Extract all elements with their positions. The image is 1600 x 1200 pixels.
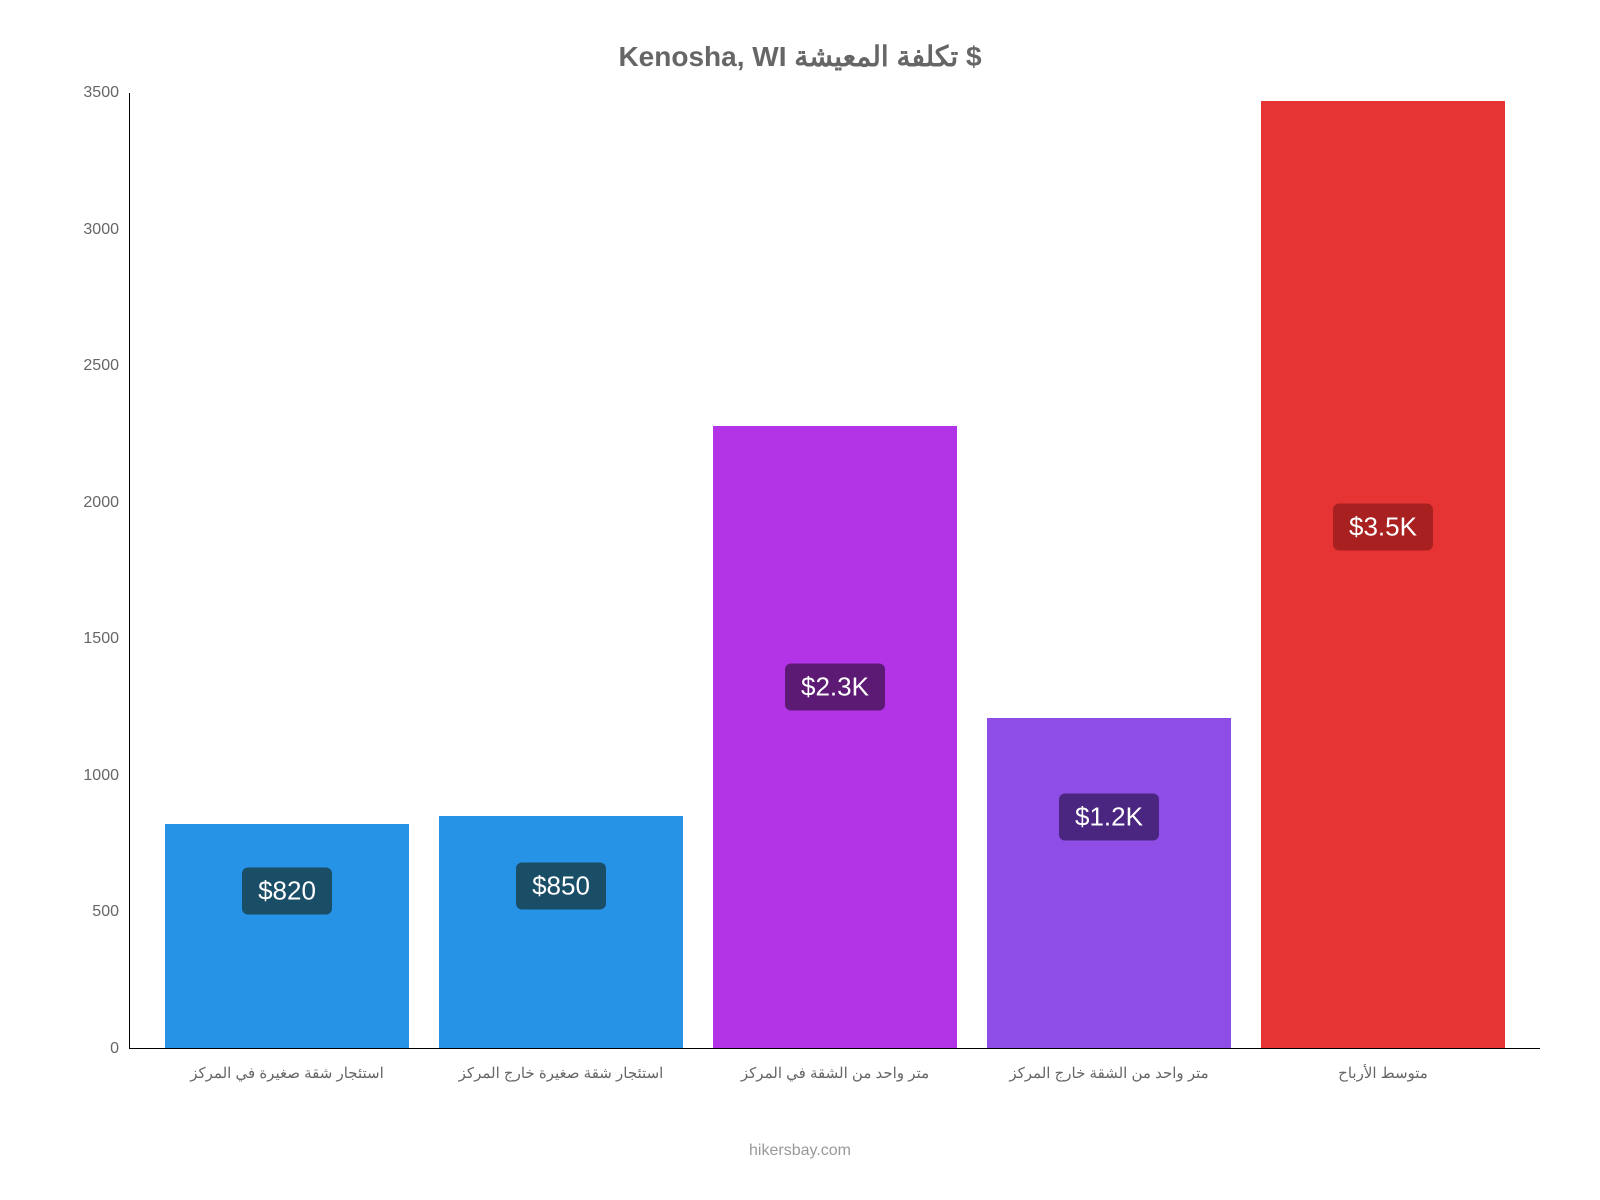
bar-wrapper: $2.3K xyxy=(698,93,972,1048)
y-tick-label: 1500 xyxy=(83,630,119,648)
y-tick-label: 1000 xyxy=(83,767,119,785)
bar: $850 xyxy=(439,816,683,1048)
chart-title: Kenosha, WI تكلفة المعيشة $ xyxy=(60,40,1540,73)
bar: $2.3K xyxy=(713,426,957,1048)
x-axis-label: استئجار شقة صغيرة في المركز xyxy=(150,1064,424,1082)
bars-container: $820 $850 $2.3K $1.2K $3.5K xyxy=(130,93,1540,1048)
y-tick-label: 2500 xyxy=(83,357,119,375)
bar-wrapper: $3.5K xyxy=(1246,93,1520,1048)
bar-wrapper: $1.2K xyxy=(972,93,1246,1048)
bar-value-label: $1.2K xyxy=(1059,793,1159,840)
y-axis: 0500100015002000250030003500 xyxy=(60,93,130,1049)
y-tick-label: 500 xyxy=(92,903,119,921)
bar-wrapper: $820 xyxy=(150,93,424,1048)
bar: $3.5K xyxy=(1261,101,1505,1048)
footer-text: hikersbay.com xyxy=(60,1142,1540,1160)
y-tick-label: 0 xyxy=(110,1040,119,1058)
bar: $1.2K xyxy=(987,718,1231,1048)
x-axis-label: متوسط الأرباح xyxy=(1246,1064,1520,1082)
y-tick-label: 2000 xyxy=(83,494,119,512)
x-axis-label: استئجار شقة صغيرة خارج المركز xyxy=(424,1064,698,1082)
x-axis: استئجار شقة صغيرة في المركزاستئجار شقة ص… xyxy=(60,1049,1540,1082)
bar: $820 xyxy=(165,824,409,1048)
chart-container: Kenosha, WI تكلفة المعيشة $ 0 500 1000 1500… xyxy=(60,40,1540,1160)
bar-value-label: $820 xyxy=(242,868,332,915)
bar-value-label: $2.3K xyxy=(785,664,885,711)
y-tick-label: 3000 xyxy=(83,221,119,239)
bar-value-label: $850 xyxy=(516,862,606,909)
bar-value-label: $3.5K xyxy=(1333,504,1433,551)
y-tick-label: 3500 xyxy=(83,84,119,102)
x-axis-label: متر واحد من الشقة في المركز xyxy=(698,1064,972,1082)
chart-body: 0500100015002000250030003500 $820$850$2.… xyxy=(60,93,1540,1049)
plot-area: $820 $850 $2.3K $1.2K $3.5K xyxy=(130,93,1540,1049)
bar-wrapper: $850 xyxy=(424,93,698,1048)
x-axis-label: متر واحد من الشقة خارج المركز xyxy=(972,1064,1246,1082)
